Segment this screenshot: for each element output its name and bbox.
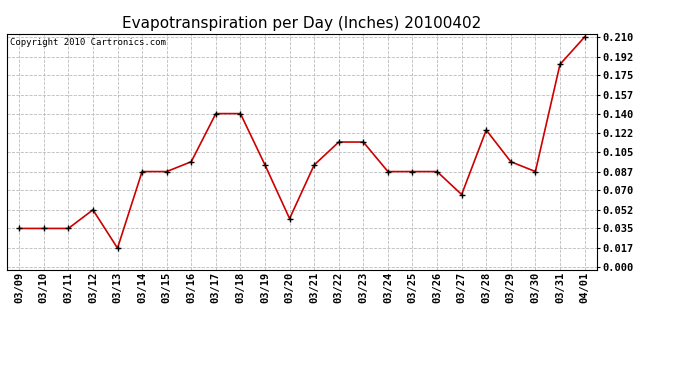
Text: Copyright 2010 Cartronics.com: Copyright 2010 Cartronics.com bbox=[10, 39, 166, 48]
Title: Evapotranspiration per Day (Inches) 20100402: Evapotranspiration per Day (Inches) 2010… bbox=[122, 16, 482, 31]
